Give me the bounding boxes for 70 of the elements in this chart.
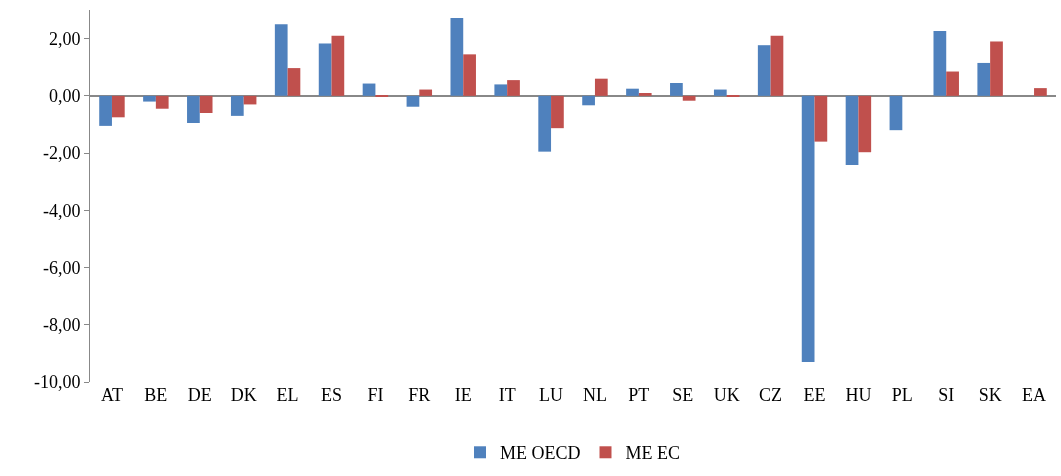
x-tick-label: EL bbox=[276, 385, 299, 405]
bar bbox=[670, 82, 683, 96]
bar bbox=[406, 95, 420, 107]
x-tick-label: BE bbox=[144, 385, 168, 405]
bar bbox=[463, 54, 476, 96]
bar bbox=[1034, 88, 1047, 96]
x-tick-label: EA bbox=[1022, 385, 1047, 405]
x-tick-label: HU bbox=[845, 385, 872, 405]
y-tick-label: -2,00 bbox=[42, 143, 81, 164]
bar bbox=[801, 95, 815, 362]
x-tick-label: EE bbox=[803, 385, 826, 405]
x-tick-label: FI bbox=[367, 385, 384, 405]
y-tick-label: -8,00 bbox=[42, 315, 81, 336]
x-tick-label: LU bbox=[539, 385, 564, 405]
bar bbox=[638, 92, 652, 96]
bar bbox=[594, 78, 608, 96]
bar bbox=[419, 89, 433, 96]
bar bbox=[111, 95, 125, 118]
bar bbox=[450, 18, 464, 96]
x-tick-label: FR bbox=[408, 385, 431, 405]
y-tick-label: 0,00 bbox=[48, 86, 81, 107]
bar bbox=[713, 89, 727, 96]
x-tick-label: IT bbox=[498, 385, 516, 405]
x-tick-label: SK bbox=[978, 385, 1002, 405]
bar bbox=[318, 43, 332, 96]
bar bbox=[757, 45, 771, 96]
bar bbox=[538, 95, 552, 152]
bar bbox=[287, 68, 301, 96]
bar bbox=[889, 95, 903, 131]
x-tick-label: PT bbox=[628, 385, 650, 405]
bar bbox=[814, 95, 828, 142]
bar bbox=[187, 95, 200, 124]
x-tick-label: DE bbox=[187, 385, 212, 405]
x-tick-label: CZ bbox=[759, 385, 783, 405]
legend-label: ME OECD bbox=[500, 443, 581, 464]
bar bbox=[494, 84, 508, 96]
x-tick-label: DK bbox=[230, 385, 257, 405]
bar bbox=[626, 88, 639, 96]
bar bbox=[933, 30, 947, 96]
bar bbox=[946, 71, 959, 96]
bar bbox=[199, 95, 213, 114]
bar bbox=[143, 95, 156, 102]
y-tick-label: 2,00 bbox=[48, 28, 81, 49]
bar bbox=[331, 35, 345, 96]
bar bbox=[845, 95, 859, 166]
y-tick-label: -4,00 bbox=[42, 200, 81, 221]
bar bbox=[770, 35, 784, 96]
legend-label: ME EC bbox=[625, 443, 681, 464]
x-tick-label: ES bbox=[320, 385, 343, 405]
x-tick-label: SI bbox=[938, 385, 955, 405]
bar bbox=[990, 41, 1003, 96]
bar bbox=[362, 83, 376, 96]
bar bbox=[977, 62, 991, 96]
bar bbox=[230, 95, 244, 116]
x-tick-label: PL bbox=[891, 385, 913, 405]
bar bbox=[682, 95, 696, 101]
x-tick-label: AT bbox=[100, 385, 123, 405]
bar bbox=[507, 80, 520, 96]
bar bbox=[155, 95, 169, 109]
y-tick-label: -10,00 bbox=[33, 372, 81, 393]
x-tick-label: NL bbox=[582, 385, 607, 405]
bar bbox=[551, 95, 564, 129]
bar bbox=[274, 24, 288, 96]
bar bbox=[582, 95, 595, 106]
bar bbox=[99, 95, 112, 126]
bar bbox=[858, 95, 872, 153]
x-tick-label: SE bbox=[672, 385, 694, 405]
x-tick-label: UK bbox=[713, 385, 740, 405]
y-tick-label: -6,00 bbox=[42, 257, 81, 278]
x-tick-label: IE bbox=[454, 385, 472, 405]
